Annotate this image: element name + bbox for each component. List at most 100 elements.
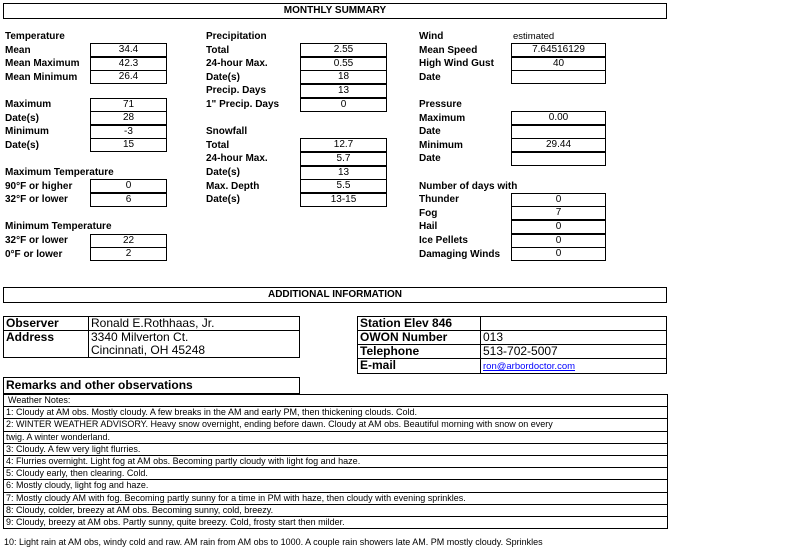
section-heading: Snowfall: [206, 126, 248, 138]
section-heading: Number of days with: [419, 180, 518, 192]
field-label: Damaging Winds: [419, 248, 501, 260]
field-label: Date(s): [206, 71, 240, 83]
field-value: 13: [300, 83, 387, 98]
field-label: Mean: [5, 44, 31, 56]
field-value: [511, 151, 606, 166]
field-label: Mean Maximum: [5, 58, 80, 70]
field-label: Date(s): [5, 112, 39, 124]
note-row: 5: Cloudy early, then clearing. Cold.: [4, 468, 667, 481]
field-label: 24-hour Max.: [206, 153, 268, 165]
field-label: Date: [419, 71, 441, 83]
field-value: 0: [511, 192, 606, 207]
field-label: Ice Pellets: [419, 235, 468, 246]
field-label: Date: [419, 126, 441, 138]
field-value: 29.44: [511, 138, 606, 153]
field-value: 34.4: [90, 43, 167, 58]
field-value: 42.3: [90, 56, 167, 71]
address-line2: Cincinnati, OH 45248: [91, 343, 206, 357]
email-link[interactable]: ron@arbordoctor.com: [483, 361, 576, 372]
field-value: 0.55: [300, 56, 387, 71]
field-label: 0°F or lower: [5, 248, 63, 260]
field-label: Fog: [419, 207, 438, 219]
email-label: E-mail: [357, 358, 481, 374]
address-label: Address: [3, 330, 89, 358]
field-label: 90°F or higher: [5, 180, 73, 192]
field-value: 18: [300, 70, 387, 85]
field-label: Maximum: [419, 112, 466, 124]
note-row: twig. A winter wonderland.: [4, 432, 667, 444]
section-heading: Maximum Temperature: [5, 167, 114, 178]
note-row: 2: WINTER WEATHER ADVISORY. Heavy snow o…: [4, 419, 667, 432]
section-heading: Precipitation: [206, 31, 267, 42]
field-label: Thunder: [419, 194, 459, 206]
station-elev-value: [480, 316, 667, 331]
address-line1: 3340 Milverton Ct.: [91, 330, 189, 344]
field-value: -3: [90, 124, 167, 139]
field-value: 40: [511, 56, 606, 71]
field-value: 0: [300, 97, 387, 112]
field-label: Minimum: [5, 126, 49, 138]
field-label: 32°F or lower: [5, 235, 68, 246]
note-row: 7: Mostly cloudy AM with fog. Becoming p…: [4, 493, 667, 505]
field-label: Hail: [419, 221, 438, 233]
section-heading: Pressure: [419, 99, 462, 110]
station-table: Station Elev 846 OWON Number 013 Telephon…: [357, 316, 667, 374]
notes-title: Weather Notes:: [4, 395, 667, 408]
section-heading: Minimum Temperature: [5, 221, 112, 233]
additional-info-header: ADDITIONAL INFORMATION: [3, 287, 667, 303]
remarks-header: Remarks and other observations: [3, 377, 300, 394]
field-label: 24-hour Max.: [206, 58, 268, 70]
station-elev-label: Station Elev 846: [357, 316, 481, 331]
field-label: Maximum: [5, 99, 52, 110]
field-value: 7: [511, 206, 606, 221]
observer-table: Observer Ronald E.Rothhaas, Jr. Address 33…: [3, 316, 300, 358]
field-label: Mean Speed: [419, 44, 478, 56]
field-value: 28: [90, 111, 167, 126]
wind-estimated-note: estimated: [513, 31, 555, 42]
telephone-label: Telephone: [357, 344, 481, 359]
note-10: 10: Light rain at AM obs, windy cold and…: [4, 537, 543, 547]
field-value: 15: [90, 138, 167, 153]
section-heading: Wind: [419, 31, 444, 42]
field-value: [511, 124, 606, 139]
field-label: 32°F or lower: [5, 194, 68, 206]
field-label: Date: [419, 153, 441, 165]
owon-value: 013: [480, 330, 667, 345]
field-value: 0: [511, 233, 606, 248]
field-value: 71: [90, 97, 167, 112]
field-label: Total: [206, 139, 230, 151]
field-value: 13: [300, 165, 387, 180]
field-value: 22: [90, 233, 167, 248]
field-value: 12.7: [300, 138, 387, 153]
observer-label: Observer: [3, 316, 89, 331]
owon-label: OWON Number: [357, 330, 481, 345]
note-row: 3: Cloudy. A few very light flurries.: [4, 444, 667, 457]
field-label: Mean Minimum: [5, 71, 78, 83]
field-label: Max. Depth: [206, 180, 260, 192]
field-label: High Wind Gust: [419, 58, 494, 70]
field-value: 26.4: [90, 70, 167, 85]
note-row: 4: Flurries overnight. Light fog at AM o…: [4, 456, 667, 469]
weather-notes: Weather Notes: 1: Cloudy at AM obs. Most…: [3, 394, 668, 530]
note-row: 1: Cloudy at AM obs. Mostly cloudy. A fe…: [4, 407, 667, 420]
field-label: 1" Precip. Days: [206, 99, 280, 110]
field-value: [511, 70, 606, 85]
field-label: Precip. Days: [206, 85, 267, 97]
field-label: Date(s): [5, 139, 39, 151]
field-value: 0: [511, 219, 606, 234]
field-value: 6: [90, 192, 167, 207]
section-heading: Temperature: [5, 31, 65, 42]
field-value: 2: [90, 247, 167, 262]
field-value: 5.7: [300, 151, 387, 166]
field-value: 0: [90, 179, 167, 194]
note-row: 8: Cloudy, colder, breezy at AM obs. Bec…: [4, 505, 667, 518]
field-label: Minimum: [419, 139, 463, 151]
field-value: 7.64516129: [511, 43, 606, 58]
telephone-value: 513-702-5007: [480, 344, 667, 359]
field-value: 13-15: [300, 192, 387, 207]
field-value: 2.55: [300, 43, 387, 58]
observer-value: Ronald E.Rothhaas, Jr.: [88, 316, 300, 331]
field-value: 5.5: [300, 179, 387, 194]
monthly-summary-header: MONTHLY SUMMARY: [3, 3, 667, 19]
field-label: Date(s): [206, 167, 240, 178]
